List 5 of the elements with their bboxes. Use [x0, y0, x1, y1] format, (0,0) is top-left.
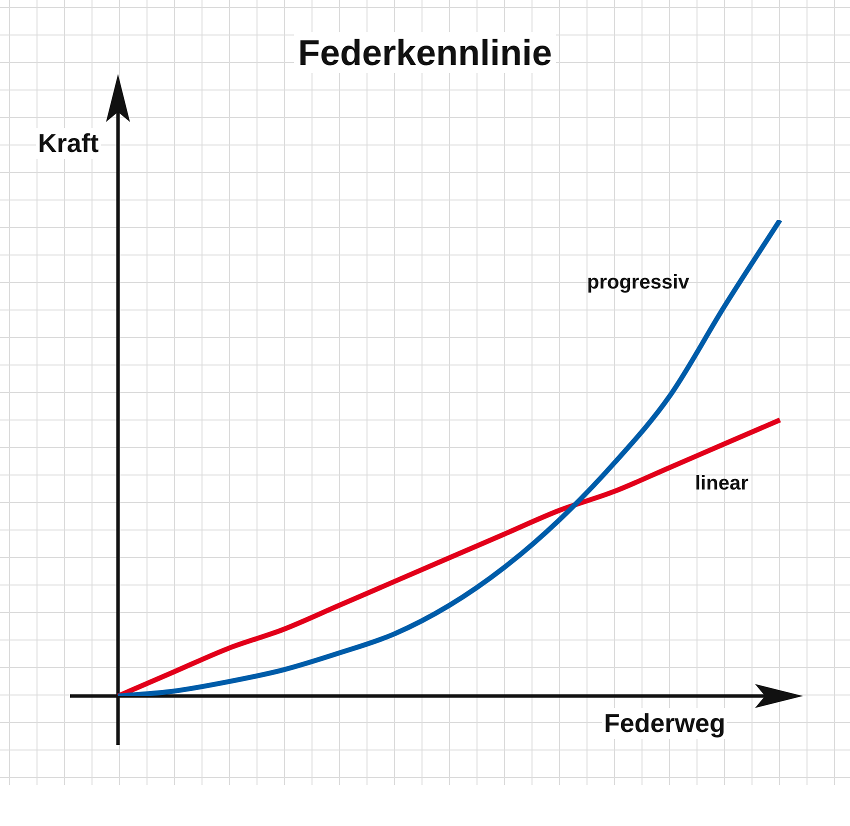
x-axis-title: Federweg — [602, 708, 728, 739]
series-label: progressiv — [587, 272, 690, 294]
series-label: linear — [695, 472, 749, 494]
y-axis-title: Kraft — [36, 128, 101, 159]
chart-title: Federkennlinie — [294, 32, 556, 73]
